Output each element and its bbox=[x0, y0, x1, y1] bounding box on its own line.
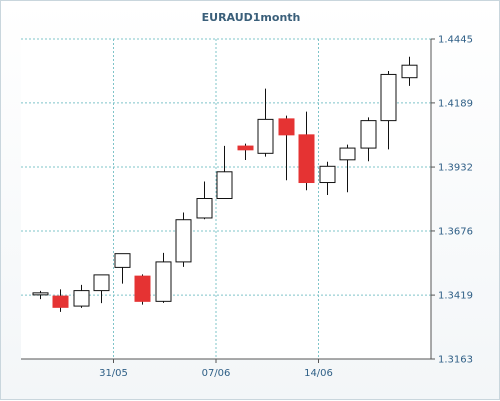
candle-body-up bbox=[401, 64, 418, 79]
candle-body-up bbox=[257, 118, 274, 154]
candle bbox=[319, 161, 336, 196]
candle-body-down bbox=[278, 118, 295, 136]
candle bbox=[401, 56, 418, 86]
x-tick-label: 07/06 bbox=[202, 368, 231, 379]
y-tick-label: 1.4445 bbox=[438, 35, 473, 46]
candle-body-up bbox=[360, 120, 377, 149]
candle bbox=[52, 289, 69, 312]
candle bbox=[360, 117, 377, 162]
candle bbox=[93, 274, 110, 304]
candle bbox=[175, 212, 192, 267]
candle-body-up bbox=[155, 261, 172, 302]
candle bbox=[216, 145, 233, 200]
candle-body-up bbox=[380, 73, 397, 122]
candle-body-up bbox=[73, 290, 90, 307]
candle bbox=[298, 111, 315, 191]
candle-body-down bbox=[134, 275, 151, 302]
candle bbox=[73, 284, 90, 308]
candle-body-down bbox=[52, 295, 69, 308]
y-tick-label: 1.3932 bbox=[438, 163, 473, 174]
candle-body-up bbox=[319, 165, 336, 184]
candle bbox=[114, 253, 131, 284]
candle-body-up bbox=[32, 292, 49, 296]
x-tick-label: 14/06 bbox=[304, 368, 333, 379]
candle bbox=[339, 144, 356, 193]
x-tick-label: 31/05 bbox=[99, 368, 128, 379]
candle bbox=[134, 274, 151, 305]
candle bbox=[257, 88, 274, 157]
plot-area: 1.4445 1.4189 1.3932 1.3676 1.3419 1.3163 31/0… bbox=[21, 35, 473, 379]
y-tick-label: 1.3163 bbox=[438, 355, 473, 366]
candle bbox=[380, 70, 397, 150]
candle-body-down bbox=[298, 134, 315, 184]
candle-body-up bbox=[114, 253, 131, 268]
candle-body-up bbox=[196, 198, 213, 219]
y-tick-label: 1.3419 bbox=[438, 291, 473, 302]
candle-body-up bbox=[216, 171, 233, 200]
candle-body-up bbox=[339, 147, 356, 161]
candle-body-up bbox=[93, 274, 110, 292]
chart-title: EURAUD1month bbox=[202, 11, 301, 24]
candle-body-up bbox=[175, 219, 192, 263]
candle bbox=[278, 115, 295, 181]
y-tick-label: 1.4189 bbox=[438, 98, 473, 109]
y-tick-label: 1.3676 bbox=[438, 226, 473, 237]
candle bbox=[237, 143, 254, 161]
candle bbox=[155, 252, 172, 303]
candle bbox=[196, 181, 213, 220]
candle bbox=[32, 290, 49, 300]
candle-body-down bbox=[237, 145, 254, 151]
